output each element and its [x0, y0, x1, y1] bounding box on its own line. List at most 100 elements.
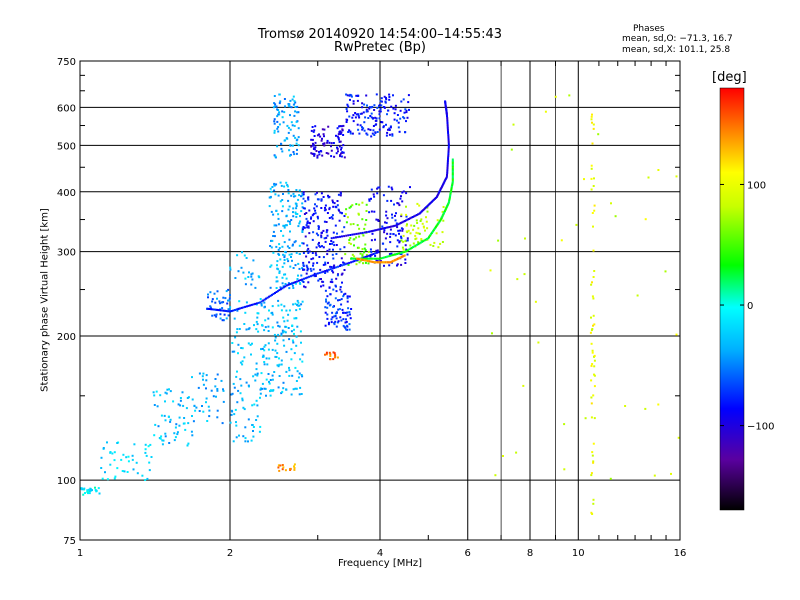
data-point — [372, 193, 375, 196]
trace-point — [304, 277, 307, 280]
data-point — [286, 245, 289, 248]
data-point — [409, 186, 411, 189]
data-point — [516, 278, 519, 281]
data-point — [295, 344, 298, 347]
data-point — [591, 363, 594, 365]
trace-point — [336, 236, 339, 239]
trace-point — [399, 221, 402, 224]
data-point — [281, 150, 284, 153]
y-tick-label: 75 — [63, 536, 76, 547]
data-point — [284, 469, 287, 472]
data-point — [406, 253, 409, 256]
trace-point — [339, 235, 341, 238]
data-point — [400, 100, 403, 103]
trace-point — [254, 302, 257, 305]
trace-point — [308, 275, 311, 278]
trace-point — [446, 174, 448, 176]
data-point — [277, 113, 280, 116]
data-point — [657, 169, 660, 171]
data-point — [238, 328, 241, 330]
data-point — [379, 110, 382, 113]
data-point — [417, 241, 420, 244]
data-point — [310, 129, 313, 132]
data-point — [312, 212, 315, 215]
trace-point — [262, 299, 265, 302]
data-point — [320, 192, 323, 195]
data-point — [223, 313, 226, 316]
trace-point — [351, 260, 354, 263]
trace-point — [437, 192, 440, 195]
data-point — [563, 468, 566, 471]
data-point — [339, 211, 342, 214]
trace-point — [421, 240, 423, 243]
trace-point — [372, 229, 375, 232]
data-point — [288, 309, 291, 312]
data-point — [384, 237, 387, 240]
data-point — [270, 239, 272, 242]
data-point — [81, 488, 84, 491]
data-point — [209, 291, 212, 294]
data-point — [222, 296, 225, 299]
data-point — [282, 253, 285, 256]
data-point — [362, 127, 365, 130]
trace-point — [271, 293, 273, 296]
data-point — [225, 290, 228, 293]
trace-point — [446, 118, 449, 121]
y-tick-label: 300 — [57, 248, 76, 259]
data-point — [88, 492, 91, 495]
trace-point — [451, 174, 454, 177]
data-point — [211, 314, 214, 317]
data-point — [378, 113, 381, 116]
data-point — [314, 125, 317, 128]
data-point — [420, 239, 423, 242]
data-point — [290, 121, 293, 124]
data-point — [164, 432, 167, 435]
trace-point — [447, 146, 450, 149]
data-point — [228, 297, 231, 300]
data-point — [298, 253, 301, 255]
data-point — [388, 264, 391, 267]
data-point — [296, 213, 299, 215]
data-point — [442, 219, 445, 222]
data-point — [593, 270, 596, 272]
data-point — [279, 258, 282, 261]
data-point — [380, 260, 382, 263]
data-point — [339, 132, 342, 135]
trace-point — [343, 235, 346, 238]
data-point — [243, 356, 246, 359]
data-points — [80, 93, 680, 515]
data-point — [318, 278, 321, 281]
trace-point — [364, 255, 367, 258]
trace-point — [353, 233, 356, 236]
data-point — [116, 467, 119, 470]
trace-point — [268, 295, 271, 298]
data-point — [416, 222, 419, 224]
trace-point — [334, 236, 337, 239]
data-point — [277, 223, 280, 226]
data-point — [376, 260, 379, 263]
data-point — [250, 439, 253, 442]
data-point — [590, 416, 593, 419]
data-point — [301, 206, 304, 209]
data-point — [317, 243, 320, 246]
data-point — [324, 306, 327, 309]
data-point — [379, 100, 382, 103]
trace-point — [320, 271, 323, 274]
data-point — [378, 128, 381, 131]
trace-point — [414, 244, 417, 247]
data-point — [361, 253, 364, 256]
data-point — [315, 232, 318, 235]
data-point — [295, 215, 298, 218]
data-point — [347, 307, 350, 310]
data-point — [289, 114, 291, 117]
data-point — [153, 434, 156, 437]
data-point — [300, 303, 303, 306]
trace-point — [234, 309, 236, 311]
data-point — [368, 107, 371, 110]
trace-point — [409, 247, 412, 250]
data-point — [336, 146, 338, 149]
trace-point — [431, 231, 434, 233]
data-point — [273, 118, 276, 121]
data-point — [298, 282, 301, 284]
data-point — [323, 220, 326, 223]
